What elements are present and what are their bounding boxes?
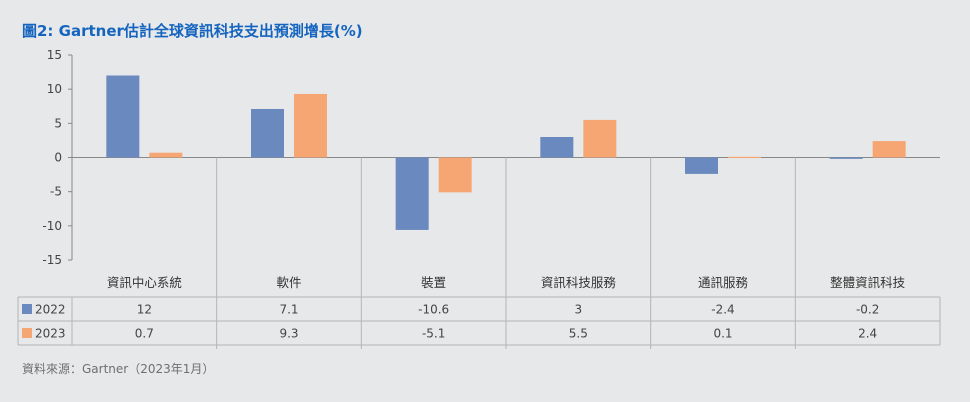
y-tick-label: 0 xyxy=(54,151,62,165)
data-label: -0.2 xyxy=(856,303,879,317)
data-label: 3 xyxy=(575,303,583,317)
data-label: -2.4 xyxy=(711,303,734,317)
y-tick-label: -5 xyxy=(50,185,62,199)
data-label: 0.7 xyxy=(135,327,154,341)
bar-2022-0 xyxy=(106,75,140,158)
bar-2022-2 xyxy=(395,157,429,230)
category-label: 裝置 xyxy=(421,275,446,290)
bar-2023-3 xyxy=(583,119,617,158)
category-label: 軟件 xyxy=(276,275,301,290)
y-tick-label: 15 xyxy=(47,48,62,62)
data-label: 5.5 xyxy=(569,327,588,341)
legend-swatch-2022 xyxy=(22,304,32,314)
category-label: 資訊科技服務 xyxy=(541,275,617,290)
bar-2022-4 xyxy=(685,157,718,174)
y-tick-label: 10 xyxy=(47,82,62,96)
category-label: 整體資訊科技 xyxy=(830,275,906,290)
bar-2022-5 xyxy=(829,157,863,159)
data-label: 2.4 xyxy=(858,327,877,341)
bar-2023-0 xyxy=(149,152,183,158)
bar-2023-5 xyxy=(872,141,906,158)
data-label: 7.1 xyxy=(279,303,298,317)
category-label: 通訊服務 xyxy=(698,275,749,290)
legend-swatch-2023 xyxy=(22,328,32,338)
legend-label-2022: 2022 xyxy=(35,303,66,317)
category-label: 資訊中心系統 xyxy=(107,275,182,290)
y-tick-label: -10 xyxy=(42,219,62,233)
y-tick-label: 5 xyxy=(54,116,62,130)
bar-2022-1 xyxy=(251,108,284,158)
data-label: -5.1 xyxy=(422,327,445,341)
data-label: 0.1 xyxy=(713,327,732,341)
bar-2023-2 xyxy=(438,157,472,193)
bar-2022-3 xyxy=(540,137,574,158)
source-note: 資料來源：Gartner（2023年1月） xyxy=(22,362,215,376)
chart-title: 圖2: Gartner估計全球資訊科技支出預測增長(%) xyxy=(22,22,363,40)
bar-2023-4 xyxy=(728,156,761,159)
data-label: 9.3 xyxy=(279,327,298,341)
legend-label-2023: 2023 xyxy=(35,327,66,341)
data-label: -10.6 xyxy=(418,303,449,317)
data-label: 12 xyxy=(137,303,152,317)
y-tick-label: -15 xyxy=(42,253,62,267)
bar-2023-1 xyxy=(294,93,327,158)
